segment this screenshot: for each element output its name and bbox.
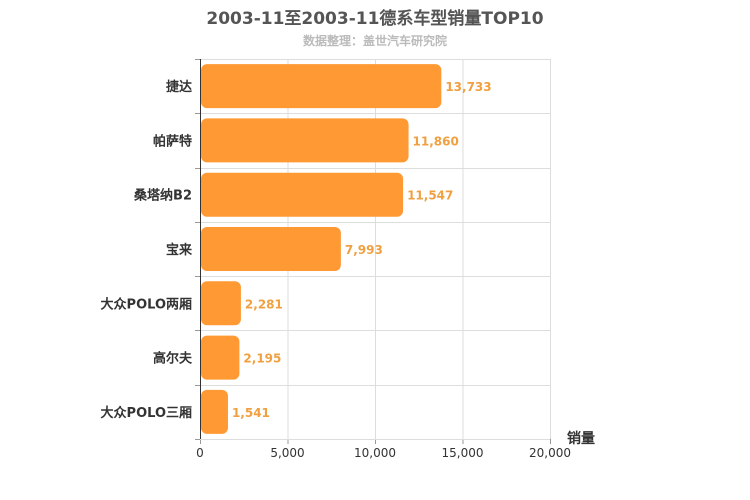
data-label: 11,547 — [407, 189, 453, 203]
bars — [201, 64, 442, 434]
data-label: 2,195 — [243, 352, 281, 366]
category-label: 宝来 — [166, 242, 193, 258]
x-axis-title: 销量 — [567, 430, 595, 447]
category-label: 高尔夫 — [153, 351, 193, 367]
bar — [201, 389, 228, 434]
chart-title: 2003-11至2003-11德系车型销量TOP10 — [206, 9, 544, 29]
bar — [201, 64, 442, 109]
category-label: 帕萨特 — [153, 133, 192, 149]
data-label: 1,541 — [232, 406, 270, 420]
x-tick-label: 20,000 — [529, 446, 571, 460]
x-tick-label: 0 — [196, 446, 204, 460]
category-label: 大众POLO两厢 — [101, 296, 192, 312]
bar — [201, 335, 240, 380]
labels: 0 5,000 10,000 15,000 20,000 捷达 13,733 帕萨特 11,86… — [101, 79, 571, 460]
data-label: 7,993 — [345, 243, 383, 257]
x-tick-label: 5,000 — [270, 446, 304, 460]
category-label: 捷达 — [166, 79, 192, 95]
data-label: 11,860 — [413, 134, 459, 148]
data-label: 13,733 — [445, 80, 491, 94]
category-label: 大众POLO三厢 — [101, 405, 192, 421]
bar — [201, 172, 404, 217]
bar — [201, 227, 341, 271]
x-tick-label: 10,000 — [354, 446, 396, 460]
chart-subtitle: 数据整理：盖世汽车研究院 — [302, 34, 447, 48]
data-label: 2,281 — [245, 297, 283, 311]
x-tick-label: 15,000 — [442, 446, 484, 460]
bar — [201, 118, 409, 163]
category-label: 桑塔纳B2 — [133, 188, 192, 204]
bar — [201, 281, 241, 326]
